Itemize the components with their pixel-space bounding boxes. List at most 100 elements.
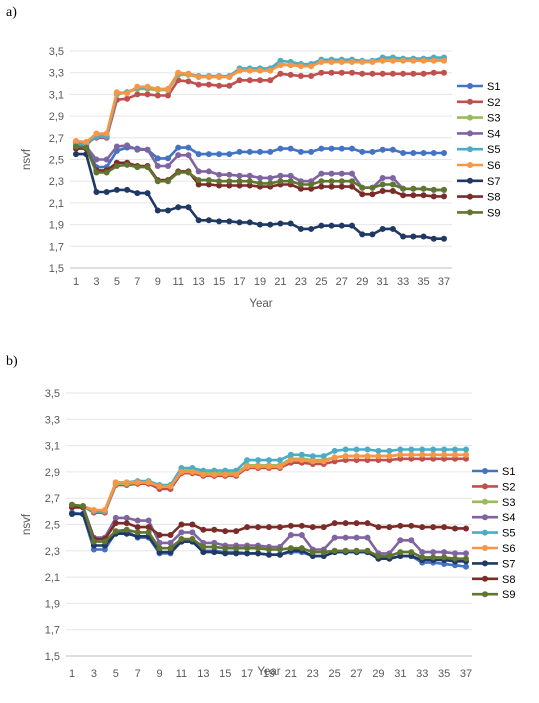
data-point bbox=[287, 220, 294, 227]
data-point bbox=[175, 204, 182, 211]
legend-item-S4: S4 bbox=[472, 512, 515, 524]
data-point bbox=[298, 457, 305, 464]
legend-label: S1 bbox=[487, 81, 500, 93]
data-point bbox=[246, 178, 253, 185]
legend-swatch-marker bbox=[482, 529, 488, 536]
data-point bbox=[430, 149, 437, 156]
data-point bbox=[408, 549, 415, 556]
data-point bbox=[93, 169, 100, 176]
data-point bbox=[101, 538, 108, 545]
legend-swatch-marker bbox=[467, 114, 473, 121]
legend-item-S7: S7 bbox=[472, 558, 515, 570]
data-point bbox=[233, 550, 240, 557]
data-point bbox=[189, 535, 196, 542]
data-point bbox=[185, 70, 192, 77]
x-tick-label: 23 bbox=[295, 276, 307, 288]
data-point bbox=[389, 146, 396, 153]
data-point bbox=[338, 69, 345, 76]
data-point bbox=[246, 182, 253, 189]
data-point bbox=[255, 545, 262, 552]
data-point bbox=[359, 231, 366, 238]
data-point bbox=[441, 186, 447, 193]
data-point bbox=[420, 149, 427, 156]
data-point bbox=[226, 82, 233, 89]
x-tick-label: 37 bbox=[438, 276, 450, 288]
data-point bbox=[134, 83, 141, 90]
x-tick-label: 11 bbox=[176, 668, 187, 680]
data-point bbox=[134, 190, 141, 197]
data-point bbox=[236, 67, 243, 74]
data-point bbox=[277, 178, 284, 185]
data-point bbox=[200, 543, 207, 550]
data-point bbox=[408, 451, 415, 458]
data-point bbox=[216, 178, 223, 185]
data-point bbox=[287, 71, 294, 78]
y-tick-label: 3,1 bbox=[45, 441, 60, 453]
x-tick-label: 15 bbox=[219, 668, 231, 680]
data-point bbox=[222, 545, 229, 552]
data-point bbox=[216, 218, 223, 225]
data-point bbox=[255, 524, 262, 531]
data-point bbox=[318, 178, 325, 185]
data-point bbox=[364, 534, 371, 541]
data-point bbox=[257, 67, 263, 74]
data-point bbox=[178, 535, 185, 542]
legend-item-S1: S1 bbox=[472, 466, 515, 478]
data-point bbox=[165, 178, 171, 185]
x-axis-label: Year bbox=[257, 666, 280, 678]
data-point bbox=[211, 549, 218, 556]
data-point bbox=[266, 524, 272, 531]
data-point bbox=[441, 451, 448, 458]
data-point bbox=[189, 529, 196, 536]
legend-swatch-marker bbox=[482, 545, 488, 551]
data-point bbox=[389, 181, 396, 188]
data-point bbox=[113, 89, 120, 96]
chart-panel-a: 1,51,71,92,12,32,52,72,93,13,33,51 3 5 7 9 11… bbox=[21, 46, 500, 310]
data-point bbox=[244, 545, 251, 552]
data-point bbox=[236, 77, 243, 84]
data-point bbox=[276, 524, 283, 531]
data-point bbox=[266, 546, 272, 553]
data-point bbox=[167, 483, 174, 490]
data-point bbox=[397, 451, 404, 458]
series-S2 bbox=[73, 69, 447, 146]
data-point bbox=[452, 525, 459, 532]
legend-item-S2: S2 bbox=[457, 97, 500, 109]
y-axis-label: nsvf bbox=[21, 513, 33, 535]
data-point bbox=[178, 468, 185, 475]
data-point bbox=[277, 145, 284, 152]
data-point bbox=[463, 525, 469, 532]
x-tick-label: 29 bbox=[356, 276, 368, 288]
y-tick-label: 3,1 bbox=[49, 89, 64, 101]
data-point bbox=[318, 69, 325, 76]
data-point bbox=[320, 549, 327, 556]
data-point bbox=[379, 181, 386, 188]
data-point bbox=[154, 85, 161, 92]
data-point bbox=[90, 507, 97, 514]
data-point bbox=[195, 177, 202, 184]
x-tick-label: 7 bbox=[135, 668, 141, 680]
data-point bbox=[410, 57, 417, 64]
x-tick-label: 5 bbox=[113, 668, 119, 680]
data-point bbox=[410, 149, 417, 156]
data-point bbox=[331, 520, 338, 527]
data-point bbox=[419, 554, 426, 561]
data-point bbox=[452, 451, 459, 458]
data-point bbox=[266, 551, 272, 558]
data-point bbox=[297, 72, 304, 79]
series-S9 bbox=[73, 143, 447, 193]
data-point bbox=[364, 520, 371, 527]
data-point bbox=[297, 63, 304, 70]
legend-swatch-marker bbox=[482, 468, 488, 474]
data-point bbox=[112, 514, 119, 521]
data-point bbox=[397, 446, 404, 453]
y-tick-label: 2,3 bbox=[45, 546, 60, 558]
data-point bbox=[145, 479, 152, 486]
data-point bbox=[211, 543, 218, 550]
data-point bbox=[216, 82, 223, 89]
data-point bbox=[328, 145, 335, 152]
data-point bbox=[93, 156, 100, 163]
legend-swatch-marker bbox=[467, 193, 473, 200]
data-point bbox=[287, 545, 294, 552]
legend-label: S4 bbox=[487, 128, 500, 140]
